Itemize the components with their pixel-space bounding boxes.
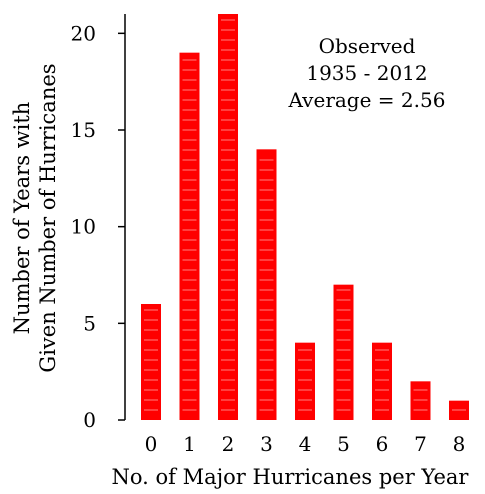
y-tick-label-0: 0 <box>83 408 96 432</box>
annotation-line-years: 1935 - 2012 <box>306 61 427 85</box>
x-axis-title: No. of Major Hurricanes per Year <box>112 465 470 489</box>
y-axis-title-line-2: Given Number of Hurricanes <box>36 63 60 372</box>
x-tick-label-7: 7 <box>414 432 427 456</box>
annotation-box: Observed 1935 - 2012 Average = 2.56 <box>288 34 446 112</box>
bar-7 <box>410 381 431 420</box>
bar-3 <box>256 149 277 421</box>
x-tick-label-6: 6 <box>376 432 389 456</box>
annotation-line-average: Average = 2.56 <box>288 88 446 112</box>
x-tick-label-4: 4 <box>299 432 312 456</box>
bar-6 <box>372 342 392 420</box>
bar-stripes-group <box>144 19 466 411</box>
x-tick-label-3: 3 <box>260 432 273 456</box>
y-tick-label-15: 15 <box>71 118 96 142</box>
bar-0 <box>141 304 161 420</box>
annotation-line-observed: Observed <box>319 34 416 58</box>
y-tick-label-20: 20 <box>71 21 96 45</box>
x-tick-label-5: 5 <box>337 432 350 456</box>
x-tick-label-1: 1 <box>183 432 196 456</box>
bar-5 <box>333 284 354 420</box>
y-axis-title-line-1: Number of Years with <box>10 102 34 335</box>
x-ticks-group: 0 1 2 3 4 5 6 7 8 <box>145 432 466 456</box>
x-tick-label-2: 2 <box>222 432 235 456</box>
bar-2 <box>218 14 238 420</box>
bar-4 <box>295 342 315 420</box>
x-tick-label-8: 8 <box>453 432 466 456</box>
y-tick-label-5: 5 <box>83 311 96 335</box>
bar-1 <box>179 52 200 421</box>
x-tick-label-0: 0 <box>145 432 158 456</box>
bars-group <box>141 14 469 421</box>
y-ticks-group: 0 5 10 15 20 <box>71 21 125 432</box>
y-tick-label-10: 10 <box>71 215 96 239</box>
y-axis-title: Number of Years with Given Number of Hur… <box>10 63 60 372</box>
